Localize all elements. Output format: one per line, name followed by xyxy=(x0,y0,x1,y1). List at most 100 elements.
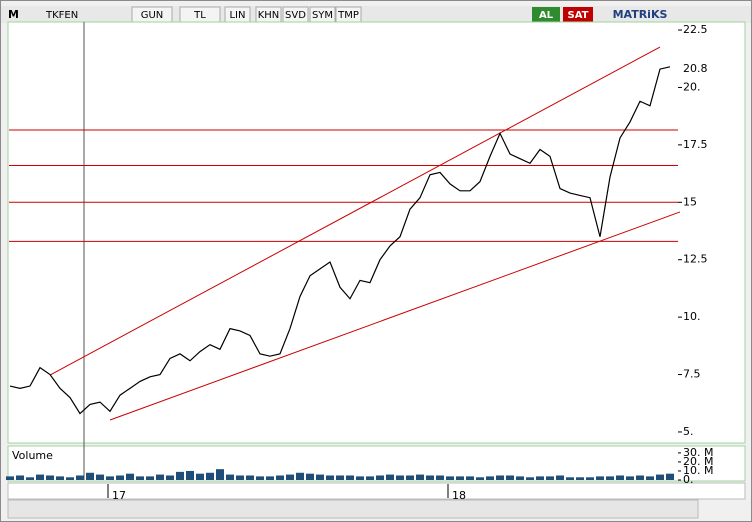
toolbar-button-label[interactable]: TMP xyxy=(337,10,359,21)
trend-line xyxy=(49,46,661,376)
volume-bar xyxy=(456,476,464,480)
volume-bar xyxy=(496,475,504,480)
sell-button[interactable] xyxy=(563,7,593,22)
volume-bar xyxy=(6,476,14,480)
symbol[interactable]: TKFEN xyxy=(45,10,78,21)
volume-bar xyxy=(586,477,594,480)
trend-line xyxy=(109,211,681,421)
volume-bar xyxy=(376,475,384,480)
volume-bar xyxy=(266,476,274,480)
price-panel xyxy=(7,21,746,444)
volume-bar xyxy=(426,475,434,480)
volume-bar xyxy=(576,477,584,480)
volume-tick-label: 0. xyxy=(683,473,694,486)
toolbar-button-label[interactable]: KHN xyxy=(258,10,280,21)
volume-bar xyxy=(416,474,424,480)
volume-bar xyxy=(276,475,284,480)
volume-bar xyxy=(226,474,234,480)
volume-bar xyxy=(146,476,154,480)
volume-bar xyxy=(436,475,444,480)
volume-bar xyxy=(396,475,404,480)
volume-bar xyxy=(166,475,174,480)
volume-bar xyxy=(516,476,524,480)
volume-bar xyxy=(26,477,34,480)
volume-bar xyxy=(176,471,184,480)
volume-bar xyxy=(256,476,264,480)
toolbar-button-label[interactable]: SYM xyxy=(312,10,333,21)
volume-bar xyxy=(566,477,574,480)
volume-bar xyxy=(506,475,514,480)
volume-bar xyxy=(616,475,624,480)
volume-bar xyxy=(526,477,534,480)
volume-bar xyxy=(96,474,104,480)
toolbar-button-label[interactable]: GUN xyxy=(141,10,164,21)
volume-bar xyxy=(636,475,644,480)
volume-tick-label: 10. M xyxy=(683,464,713,477)
volume-bar xyxy=(486,476,494,480)
volume-bar xyxy=(56,476,64,480)
volume-bar xyxy=(246,475,254,480)
volume-bar xyxy=(46,475,54,480)
volume-bar xyxy=(296,472,304,480)
x-tick-label: 18 xyxy=(452,489,466,502)
volume-bar xyxy=(356,476,364,480)
volume-bar xyxy=(476,477,484,480)
volume-bar xyxy=(66,477,74,480)
volume-tick-label: 20. M xyxy=(683,455,713,468)
volume-bar xyxy=(126,473,134,480)
volume-bar xyxy=(596,476,604,480)
volume-bar xyxy=(36,474,44,480)
volume-bar xyxy=(136,476,144,480)
volume-bar xyxy=(366,476,374,480)
y-tick-label: 17.5 xyxy=(683,138,708,151)
volume-bar xyxy=(156,474,164,480)
y-tick-label: 15 xyxy=(683,195,697,208)
time-axis xyxy=(7,482,746,500)
volume-bar xyxy=(406,475,414,480)
toolbar-button-label[interactable]: SVD xyxy=(285,10,306,21)
volume-bar xyxy=(536,476,544,480)
volume-bar xyxy=(216,469,224,480)
volume-bar xyxy=(16,475,24,480)
volume-bar xyxy=(326,475,334,480)
y-tick-label: 12.5 xyxy=(683,253,708,266)
volume-bar xyxy=(606,476,614,480)
last-price: 20.8 xyxy=(683,62,708,75)
volume-bar xyxy=(336,475,344,480)
volume-bar xyxy=(106,476,114,480)
buy-label[interactable]: AL xyxy=(539,10,554,21)
volume-bar xyxy=(546,476,554,480)
sell-label[interactable]: SAT xyxy=(568,10,589,21)
toolbar-button-label[interactable]: TL xyxy=(193,10,206,21)
volume-bar xyxy=(186,470,194,480)
volume-bar xyxy=(116,475,124,480)
volume-bar xyxy=(206,472,214,480)
volume-bar xyxy=(646,476,654,480)
y-tick-label: 22.5 xyxy=(683,23,708,36)
volume-bar xyxy=(236,475,244,480)
volume-tick-label: 30. M xyxy=(683,446,713,459)
toolbar-button-label[interactable]: LIN xyxy=(229,10,245,21)
volume-bar xyxy=(196,473,204,480)
volume-title: Volume xyxy=(12,449,53,462)
price-line xyxy=(9,66,671,415)
y-tick-label: 5. xyxy=(683,425,694,438)
scrollbar[interactable] xyxy=(7,499,699,519)
volume-bar xyxy=(556,475,564,480)
brand: MATRiKS xyxy=(613,8,668,21)
volume-bar xyxy=(86,472,94,480)
volume-bar xyxy=(446,476,454,480)
y-tick-label: 20. xyxy=(683,80,701,93)
volume-bar xyxy=(306,473,314,480)
y-tick-label: 7.5 xyxy=(683,368,701,381)
x-tick-label: 17 xyxy=(112,489,126,502)
volume-bar xyxy=(346,475,354,480)
volume-bar xyxy=(626,476,634,480)
volume-bar xyxy=(286,474,294,480)
volume-bar xyxy=(656,474,664,480)
volume-bar xyxy=(466,476,474,480)
logo[interactable]: M xyxy=(8,8,19,21)
volume-bar xyxy=(316,474,324,480)
buy-button[interactable] xyxy=(532,7,560,22)
